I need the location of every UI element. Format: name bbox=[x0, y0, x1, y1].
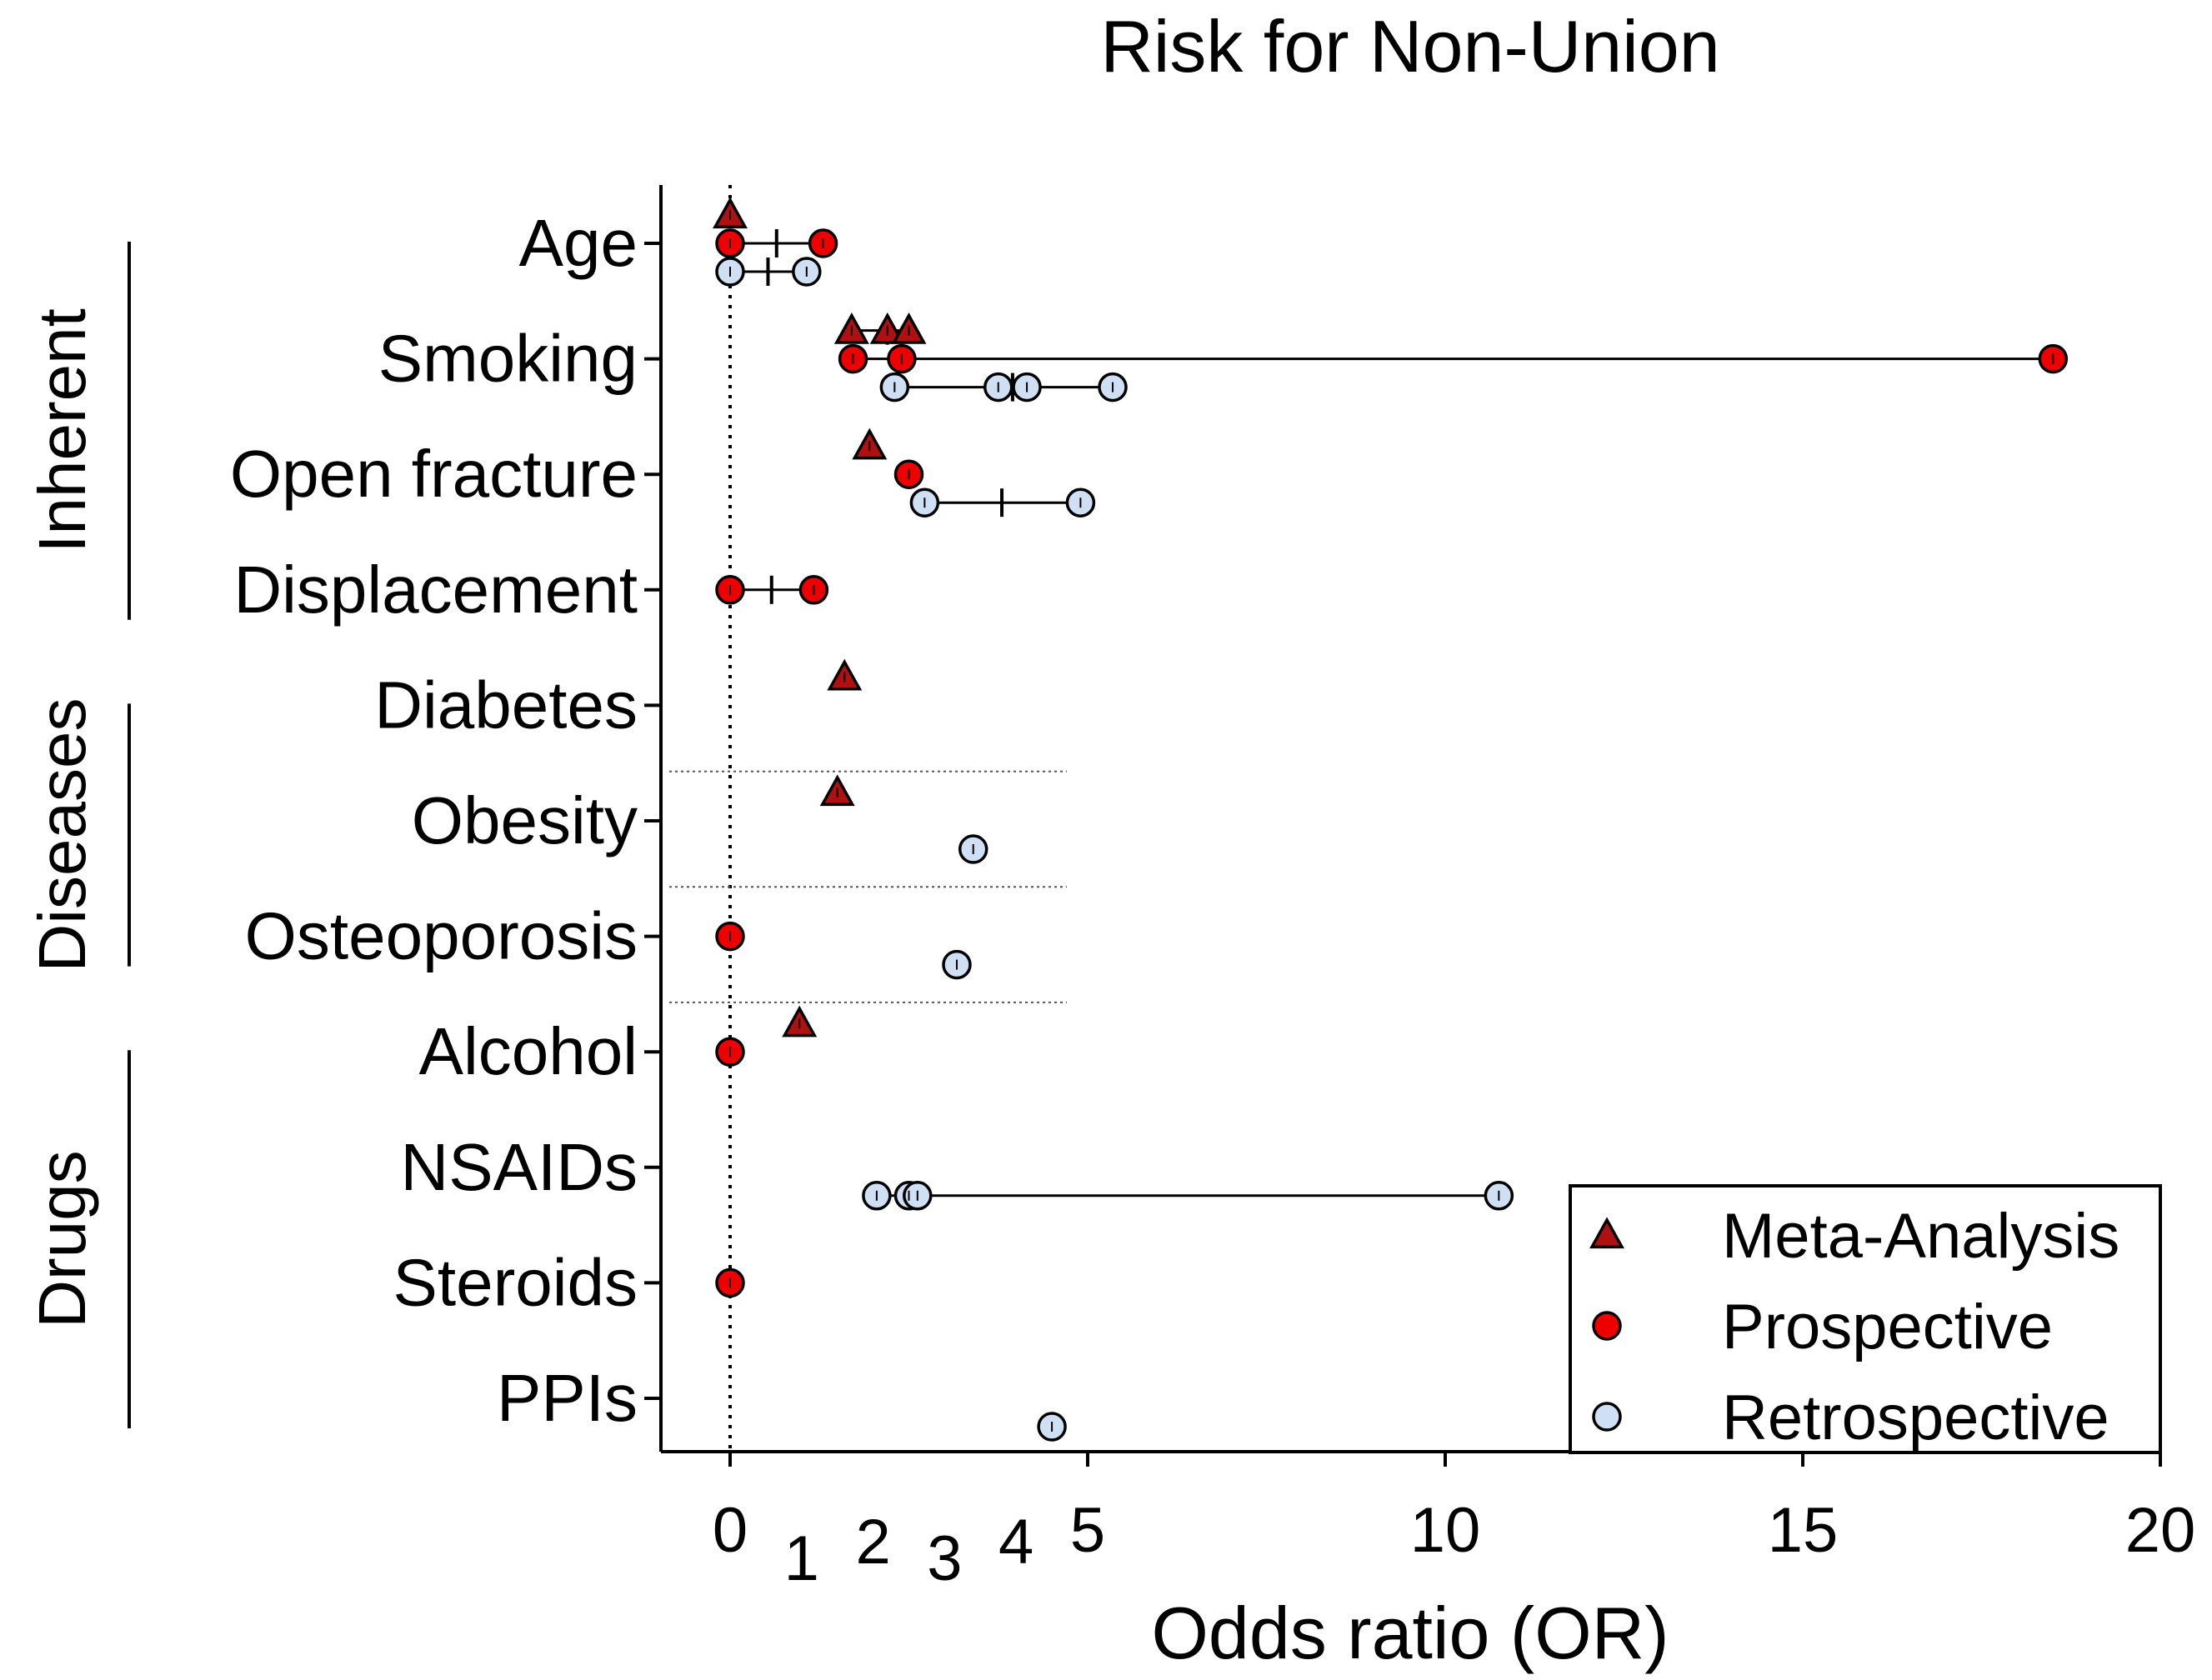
group-label-inherent: Inherent bbox=[25, 308, 99, 553]
x-tick-label: 5 bbox=[1070, 1495, 1105, 1566]
chart-title: Risk for Non-Union bbox=[1100, 5, 1719, 88]
y-category-label: NSAIDs bbox=[401, 1130, 638, 1204]
x-tick-label: 15 bbox=[1768, 1495, 1839, 1566]
x-tick-label: 1 bbox=[784, 1523, 819, 1594]
group-label-drugs: Drugs bbox=[25, 1150, 99, 1328]
legend-marker-meta-analysis bbox=[1589, 1217, 1624, 1249]
y-category-label: Open fracture bbox=[230, 437, 638, 511]
y-category-label: Age bbox=[519, 206, 638, 280]
legend-box bbox=[1569, 1184, 2162, 1454]
legend-label-meta-analysis: Meta-Analysis bbox=[1722, 1201, 2119, 1272]
y-category-label: Osteoporosis bbox=[245, 899, 638, 973]
y-category-label: Smoking bbox=[378, 322, 638, 396]
x-tick-label: 0 bbox=[713, 1495, 748, 1566]
y-category-label: Displacement bbox=[233, 552, 638, 627]
x-axis-label: Odds ratio (OR) bbox=[1151, 1592, 1669, 1674]
y-category-label: Obesity bbox=[412, 783, 638, 858]
x-tick-label: 20 bbox=[2125, 1495, 2196, 1566]
x-tick-label: 10 bbox=[1410, 1495, 1481, 1566]
legend: Meta-Analysis Prospective Retrospective bbox=[1569, 1184, 2162, 1454]
x-tick-label: 3 bbox=[927, 1523, 962, 1594]
legend-label-retrospective: Retrospective bbox=[1722, 1382, 2109, 1453]
legend-marker-prospective bbox=[1592, 1311, 1622, 1341]
y-category-label: Diabetes bbox=[374, 668, 638, 742]
x-tick-label: 2 bbox=[855, 1507, 890, 1578]
y-category-label: Alcohol bbox=[419, 1014, 638, 1088]
legend-label-prospective: Prospective bbox=[1722, 1292, 2053, 1362]
y-category-label: Steroids bbox=[393, 1245, 638, 1319]
legend-marker-retrospective bbox=[1592, 1402, 1622, 1432]
x-tick-label: 4 bbox=[998, 1507, 1033, 1578]
group-label-diseases: Diseases bbox=[25, 698, 99, 972]
y-category-label: PPIs bbox=[497, 1361, 638, 1435]
plot-area: 0 5 10 15 20 1 2 3 4 Age Smoking Open fracture Displ… bbox=[25, 185, 2195, 1594]
